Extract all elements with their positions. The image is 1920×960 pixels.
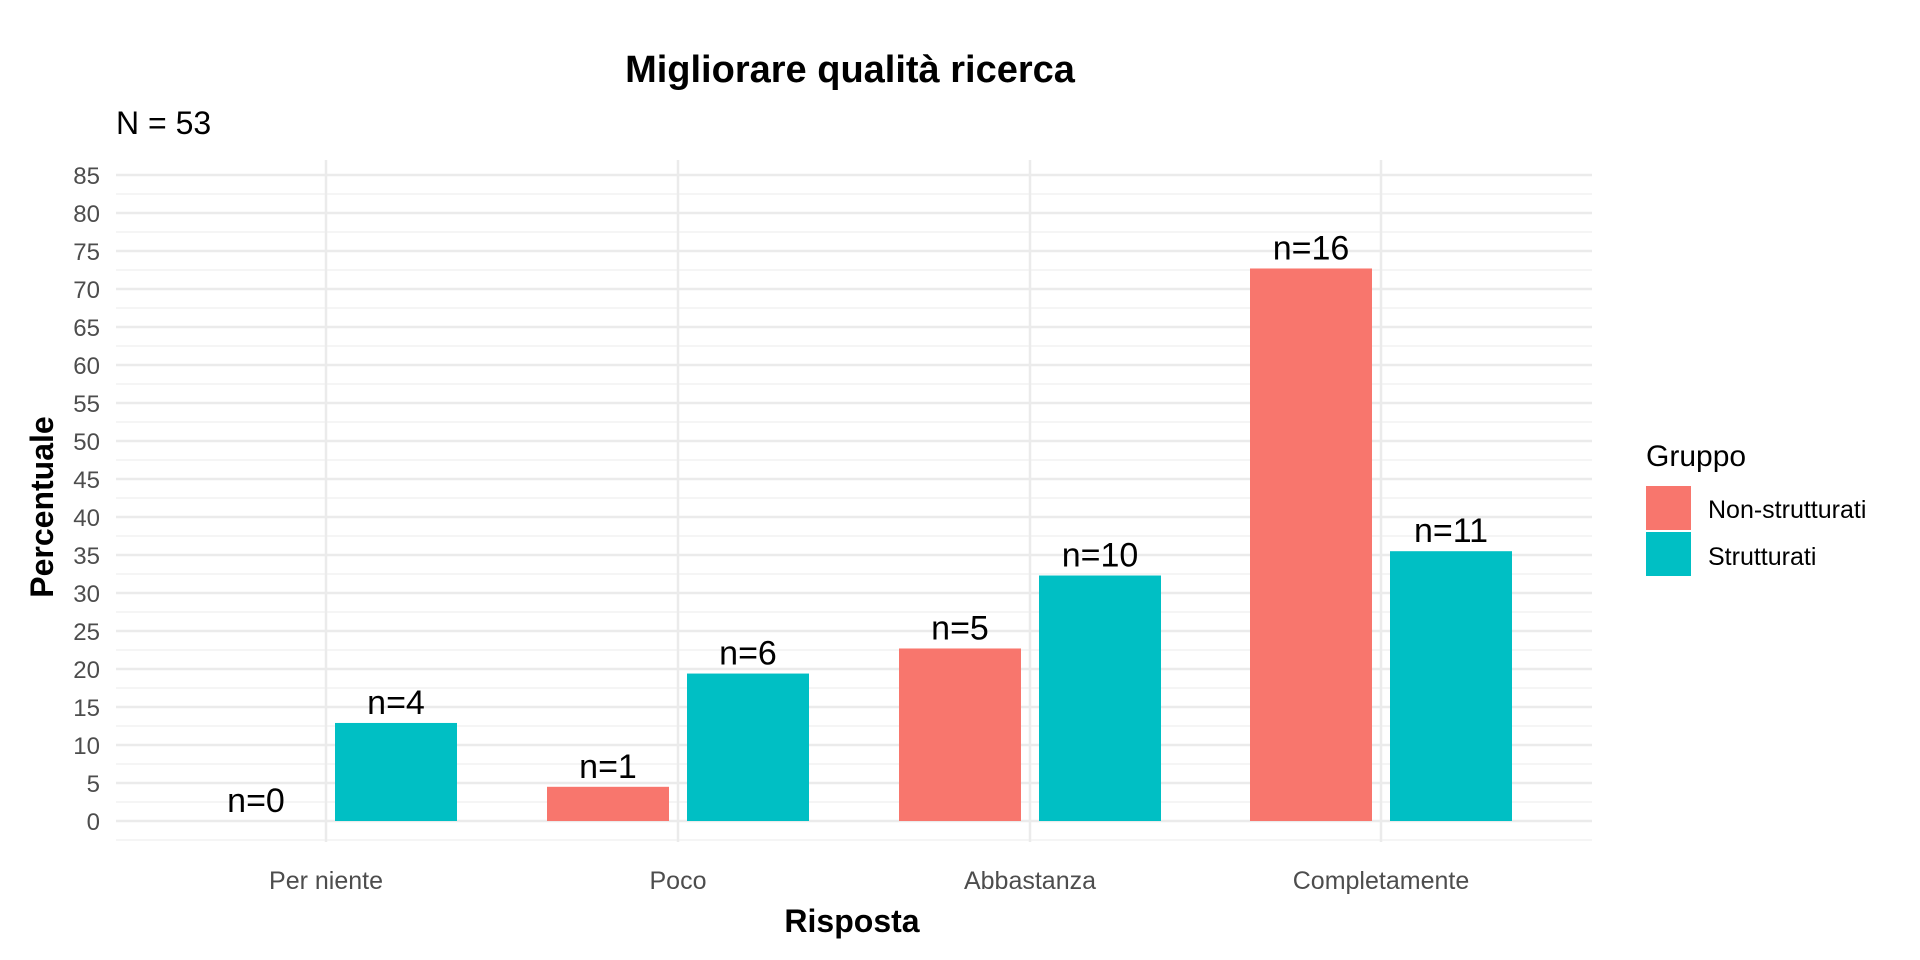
y-tick-label: 5 [87, 771, 100, 798]
y-tick-label: 20 [73, 657, 100, 684]
bar-labels: n=0 n=1 n=5 n=16 n=4 n=6 n=10 n=11 [227, 229, 1488, 820]
bar-data-label: n=11 [1414, 512, 1488, 550]
y-tick-label: 75 [73, 239, 100, 266]
x-tick-label: Abbastanza [964, 867, 1096, 895]
y-tick-label: 35 [73, 543, 100, 570]
x-tick-label: Poco [650, 867, 707, 895]
y-tick-labels: 0 5 10 15 20 25 30 35 40 45 50 55 60 65 70 75 80 85 [73, 163, 100, 836]
y-tick-label: 15 [73, 695, 100, 722]
bar-data-label: n=6 [719, 635, 777, 673]
bar [899, 648, 1021, 821]
bars [335, 268, 1512, 822]
y-tick-label: 80 [73, 201, 100, 228]
y-tick-label: 70 [73, 277, 100, 304]
chart-title: Migliorare qualità ricerca [625, 49, 1076, 91]
bar [1039, 575, 1161, 821]
bar-data-label: n=0 [227, 782, 285, 820]
y-tick-label: 85 [73, 163, 100, 190]
bar-data-label: n=10 [1062, 537, 1139, 575]
legend: Gruppo Non-strutturati Strutturati [1646, 440, 1866, 576]
bar [547, 786, 669, 821]
bar [1250, 268, 1372, 822]
y-tick-label: 30 [73, 581, 100, 608]
y-tick-label: 0 [87, 809, 100, 836]
x-tick-label: Completamente [1293, 867, 1469, 895]
x-axis-title: Risposta [784, 903, 919, 939]
y-tick-label: 60 [73, 353, 100, 380]
y-tick-label: 45 [73, 467, 100, 494]
legend-swatch-strutturati [1646, 532, 1691, 576]
bar-data-label: n=5 [931, 609, 989, 647]
y-axis-title: Percentuale [24, 416, 60, 597]
bar-data-label: n=16 [1273, 229, 1350, 267]
y-tick-label: 65 [73, 315, 100, 342]
legend-title: Gruppo [1646, 440, 1746, 473]
legend-swatch-non-strutturati [1646, 486, 1691, 530]
legend-label-non-strutturati: Non-strutturati [1708, 496, 1866, 524]
bar [335, 722, 457, 821]
y-tick-label: 25 [73, 619, 100, 646]
legend-label-strutturati: Strutturati [1708, 543, 1816, 571]
bar [687, 673, 809, 821]
bar-data-label: n=4 [367, 684, 425, 722]
x-tick-labels: Per niente Poco Abbastanza Completamente [269, 867, 1469, 895]
y-tick-label: 10 [73, 733, 100, 760]
bar-data-label: n=1 [579, 748, 637, 786]
y-tick-label: 55 [73, 391, 100, 418]
x-tick-label: Per niente [269, 867, 383, 895]
y-tick-label: 40 [73, 505, 100, 532]
y-tick-label: 50 [73, 429, 100, 456]
chart-subtitle: N = 53 [116, 105, 211, 141]
bar [1390, 551, 1512, 821]
